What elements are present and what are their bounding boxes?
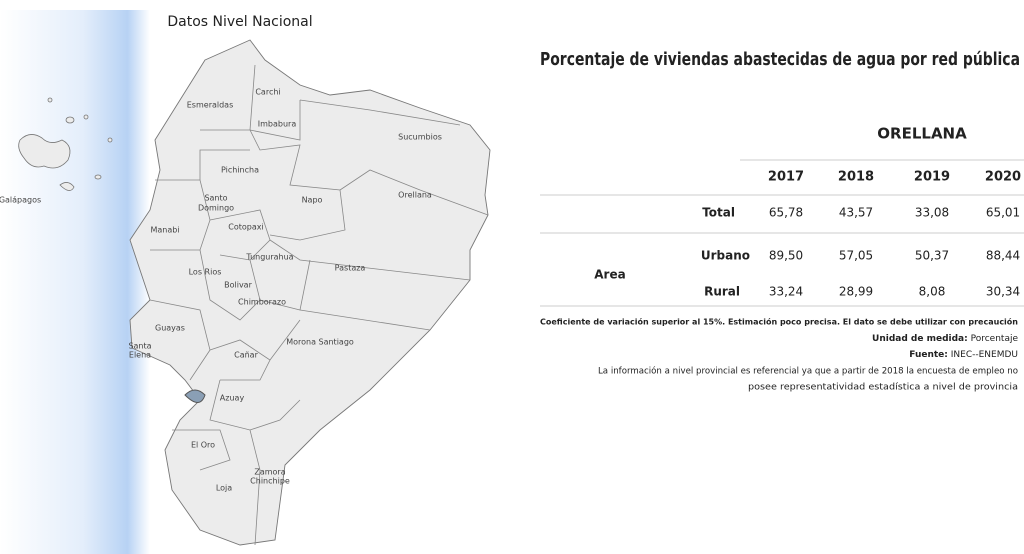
cell-value: 8,08 <box>919 285 946 299</box>
cell-value: 33,08 <box>915 206 949 220</box>
cell-value: 65,01 <box>986 206 1020 220</box>
table-title: Porcentaje de viviendas abastecidas de a… <box>540 49 1020 70</box>
cell-value: 30,34 <box>986 285 1020 299</box>
year-header: 2019 <box>914 170 950 185</box>
province-label: Esmeraldas <box>187 101 234 110</box>
province-label: Pichincha <box>221 166 259 175</box>
province-label: Orellana <box>398 191 432 200</box>
province-label: Pastaza <box>335 264 366 273</box>
galapagos-islands <box>18 97 113 191</box>
province-label: Sucumbios <box>398 133 442 142</box>
cell-value: 33,24 <box>769 285 803 299</box>
province-label: Santo <box>204 194 227 203</box>
year-header: 2018 <box>838 170 874 185</box>
cv-note: Coeficiente de variación superior al 15%… <box>540 317 1018 327</box>
cell-value: 88,44 <box>986 249 1020 263</box>
group-label: Area <box>594 268 625 282</box>
province-label: Galápagos <box>0 196 41 205</box>
province-borders <box>149 64 489 546</box>
cell-value: 28,99 <box>839 285 873 299</box>
source-note: Fuente: INEC--ENEMDU <box>909 350 1018 360</box>
row-label: Rural <box>704 285 740 299</box>
province-label: Morona Santiago <box>286 338 354 347</box>
province-label: Elena <box>129 351 151 360</box>
ecuador-map <box>129 39 491 546</box>
province-label: El Oro <box>191 441 215 450</box>
disclaimer: La información a nivel provincial es ref… <box>598 366 1018 377</box>
province-label: Chinchipe <box>250 477 290 486</box>
province-label: Carchi <box>255 88 280 97</box>
province-label: Napo <box>302 196 323 205</box>
province-label: Loja <box>216 484 232 493</box>
map-title: Datos Nivel Nacional <box>167 14 312 30</box>
row-label: Urbano <box>701 249 750 263</box>
province-label: Santa <box>128 342 151 351</box>
province-label: Cañar <box>234 351 258 360</box>
province-label: Chimborazo <box>238 298 286 307</box>
cell-value: 43,57 <box>839 206 873 220</box>
row-label: Total <box>702 206 735 220</box>
cell-value: 89,50 <box>769 249 803 263</box>
unit-note: Unidad de medida: Porcentaje <box>872 334 1018 344</box>
year-header: 2017 <box>768 170 804 185</box>
cell-value: 65,78 <box>769 206 803 220</box>
province-label: Tungurahua <box>245 253 293 262</box>
province-label: Zamora <box>254 468 285 477</box>
province-label: Manabi <box>150 226 179 235</box>
gulf-island <box>184 389 206 403</box>
province-label: Domingo <box>198 204 234 213</box>
sea <box>0 10 150 554</box>
cell-value: 50,37 <box>915 249 949 263</box>
year-header: 2020 <box>985 170 1021 185</box>
province-label: Imbabura <box>258 120 297 129</box>
province-label: Bolivar <box>224 281 252 290</box>
cell-value: 57,05 <box>839 249 873 263</box>
region-name: ORELLANA <box>877 125 967 143</box>
province-label: Cotopaxi <box>228 223 263 232</box>
province-label: Azuay <box>220 394 245 403</box>
disclaimer: posee representatividad estadística a ni… <box>748 383 1018 393</box>
province-label: Guayas <box>155 324 185 333</box>
province-label: Los Rios <box>189 268 222 277</box>
